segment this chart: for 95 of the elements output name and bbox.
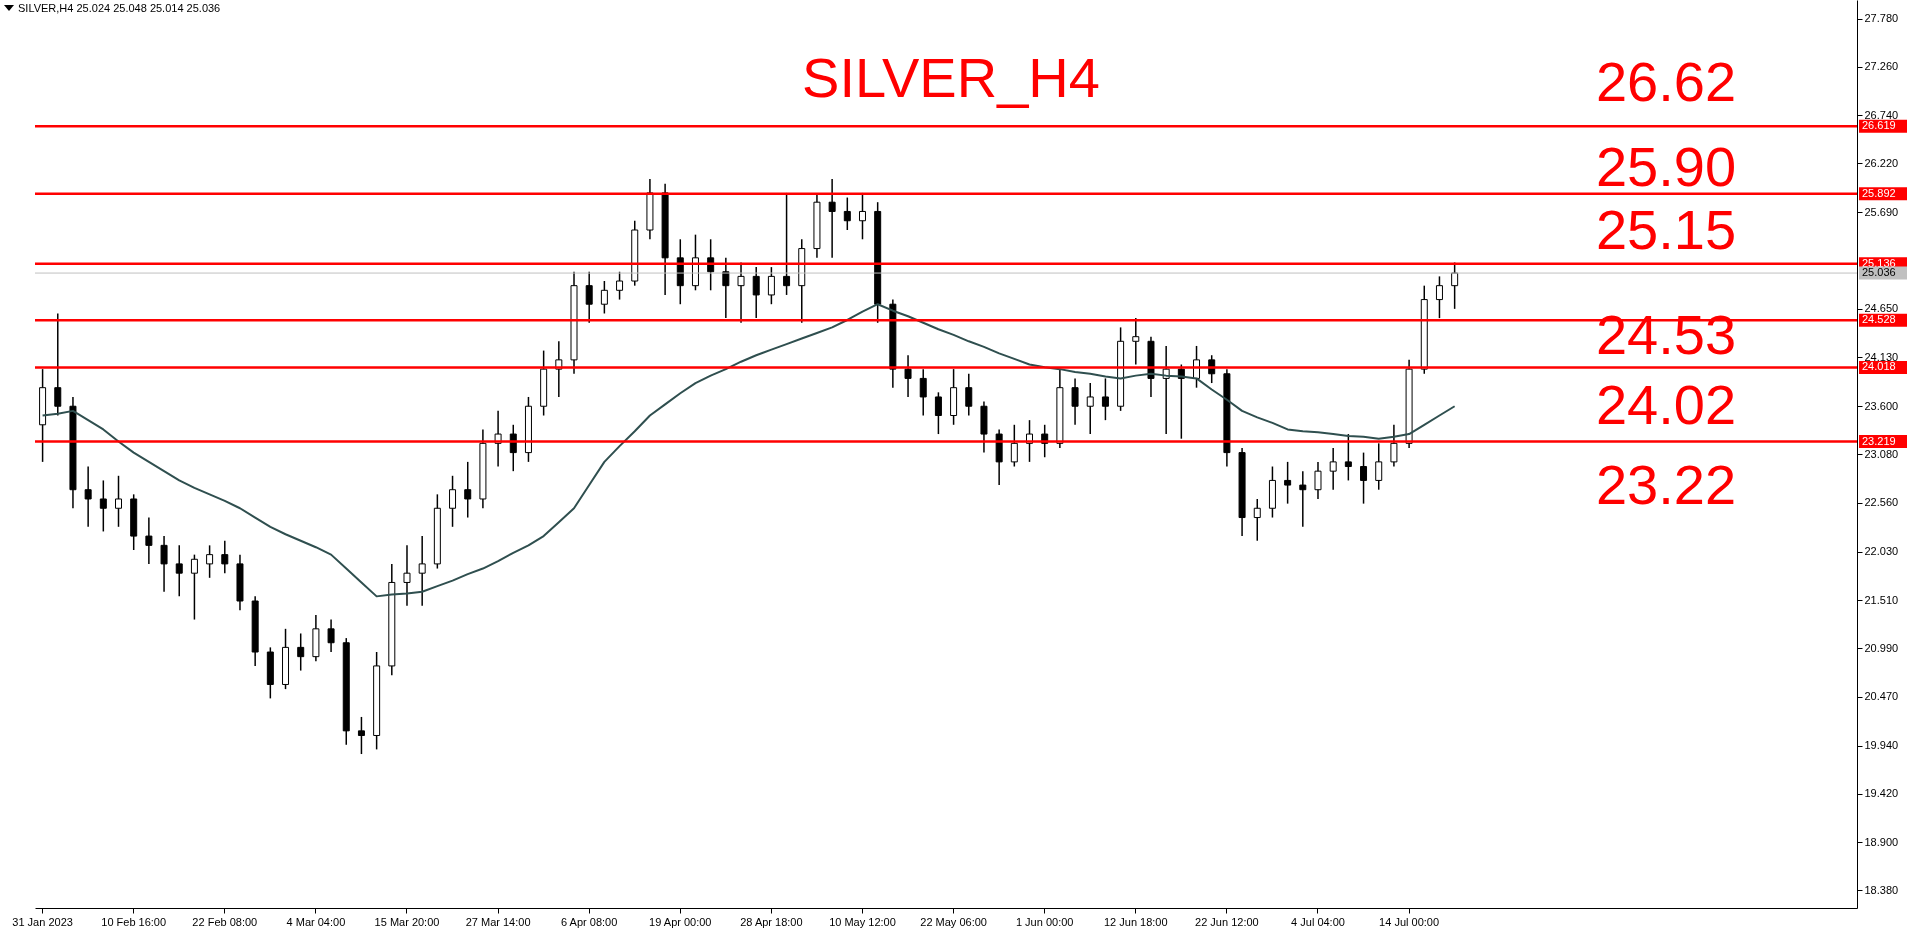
candlestick bbox=[737, 261, 745, 324]
x-tick-label: 22 May 06:00 bbox=[920, 915, 987, 928]
y-tick-label: 22.560 bbox=[1864, 496, 1899, 509]
x-tick-label: 19 Apr 00:00 bbox=[649, 915, 712, 928]
line-series bbox=[41, 303, 1456, 598]
y-tick-label: 27.260 bbox=[1864, 60, 1899, 73]
candlestick bbox=[99, 479, 107, 533]
y-tick-label: 23.080 bbox=[1864, 447, 1899, 460]
annotation: 23.22 bbox=[1595, 452, 1737, 516]
candlestick bbox=[1329, 447, 1337, 491]
ref-line-label: 26.619 bbox=[1862, 119, 1896, 132]
text: SILVER_H4 bbox=[802, 46, 1100, 109]
y-tick-label: 21.510 bbox=[1864, 593, 1899, 606]
ref-line-label: 25.036 bbox=[1862, 266, 1896, 279]
candlestick bbox=[449, 475, 457, 528]
candlestick bbox=[54, 312, 62, 417]
candlestick bbox=[752, 266, 760, 319]
candlestick bbox=[1101, 377, 1109, 421]
ref-line-label: 25.136 bbox=[1862, 256, 1896, 269]
candlestick bbox=[828, 178, 836, 259]
x-tick-label: 27 Mar 14:00 bbox=[465, 915, 531, 928]
candlestick bbox=[767, 266, 775, 305]
x-tick-label: 10 Feb 16:00 bbox=[101, 915, 167, 928]
candlestick bbox=[327, 618, 335, 653]
candlestick bbox=[1284, 461, 1292, 505]
ref-line-label: 25.892 bbox=[1862, 186, 1896, 199]
x-tick-label: 22 Jun 12:00 bbox=[1195, 915, 1259, 928]
candlestick bbox=[115, 475, 123, 528]
candlestick bbox=[1010, 424, 1018, 468]
candlestick bbox=[1253, 498, 1261, 542]
candlestick bbox=[904, 354, 912, 398]
candlestick bbox=[919, 368, 927, 417]
annotation: 26.62 bbox=[1595, 50, 1737, 114]
candlestick bbox=[616, 271, 624, 301]
y-tick-label: 18.380 bbox=[1864, 883, 1899, 896]
ref-line-label: 24.018 bbox=[1862, 360, 1896, 373]
y-tick-label: 24.650 bbox=[1864, 302, 1899, 315]
candlestick bbox=[1071, 377, 1079, 426]
x-tick-label: 1 Jun 00:00 bbox=[1015, 915, 1074, 928]
x-tick-label: 4 Mar 04:00 bbox=[286, 915, 346, 928]
candlestick bbox=[175, 544, 183, 598]
x-tick-label: 12 Jun 18:00 bbox=[1103, 915, 1168, 928]
candlestick bbox=[1314, 461, 1322, 500]
candlestick bbox=[1375, 442, 1383, 491]
candlestick bbox=[934, 391, 942, 435]
y-tick-label: 22.030 bbox=[1864, 545, 1899, 558]
candlestick bbox=[1344, 433, 1352, 482]
candlestick bbox=[464, 461, 472, 519]
candlestick bbox=[965, 373, 973, 417]
annotation: 25.90 bbox=[1595, 135, 1737, 199]
candlestick bbox=[1390, 424, 1398, 468]
candlestick bbox=[1132, 317, 1140, 366]
y-tick-label: 26.740 bbox=[1864, 108, 1899, 121]
candlestick bbox=[357, 716, 365, 755]
x-tick-label: 4 Jul 04:00 bbox=[1291, 915, 1345, 928]
candlestick bbox=[843, 196, 851, 231]
y-tick-label: 23.600 bbox=[1864, 399, 1899, 412]
candlestick bbox=[1086, 382, 1094, 435]
candlestick bbox=[585, 271, 593, 324]
annotation: 24.02 bbox=[1595, 372, 1737, 436]
x-tick-label: 6 Apr 08:00 bbox=[561, 915, 618, 928]
x-tick-label: 31 Jan 2023 bbox=[12, 915, 73, 928]
annotation: 25.15 bbox=[1595, 198, 1737, 262]
candlestick bbox=[145, 516, 153, 565]
candlestick bbox=[190, 553, 198, 621]
y-tick-label: 26.220 bbox=[1864, 156, 1899, 169]
candlestick bbox=[297, 632, 305, 672]
x-tick-label: 10 May 12:00 bbox=[829, 915, 896, 928]
candlestick bbox=[206, 544, 214, 579]
candlestick bbox=[858, 192, 866, 241]
y-tick-label: 25.690 bbox=[1864, 205, 1899, 218]
x-tick-label: 28 Apr 18:00 bbox=[740, 915, 803, 928]
candlestick bbox=[1360, 451, 1368, 505]
y-tick-label: 20.470 bbox=[1864, 690, 1899, 703]
candlestick bbox=[84, 465, 92, 528]
x-tick-label: 14 Jul 00:00 bbox=[1379, 915, 1440, 928]
x-tick-label: 22 Feb 08:00 bbox=[192, 915, 258, 928]
candlestick bbox=[403, 544, 411, 607]
candlestick bbox=[160, 535, 168, 593]
candlestick bbox=[783, 192, 791, 296]
candlestick bbox=[1299, 470, 1307, 528]
annotation: SILVER,H4 25.024 25.048 25.014 25.036 bbox=[18, 2, 221, 14]
candlestick bbox=[418, 535, 426, 607]
y-tick-label: 20.990 bbox=[1864, 641, 1899, 654]
y-tick-label: 18.900 bbox=[1864, 835, 1899, 848]
candlestick bbox=[1435, 275, 1443, 319]
ref-line-label: 23.219 bbox=[1862, 434, 1896, 447]
candlestick bbox=[221, 539, 229, 574]
y-tick-label: 27.780 bbox=[1864, 12, 1899, 25]
y-tick-label: 19.940 bbox=[1864, 739, 1899, 752]
y-tick-label: 19.420 bbox=[1864, 787, 1899, 800]
ref-line-label: 24.528 bbox=[1862, 313, 1896, 326]
x-tick-label: 15 Mar 20:00 bbox=[374, 915, 440, 928]
candlestick bbox=[600, 280, 608, 315]
y-tick-label: 24.130 bbox=[1864, 350, 1899, 363]
